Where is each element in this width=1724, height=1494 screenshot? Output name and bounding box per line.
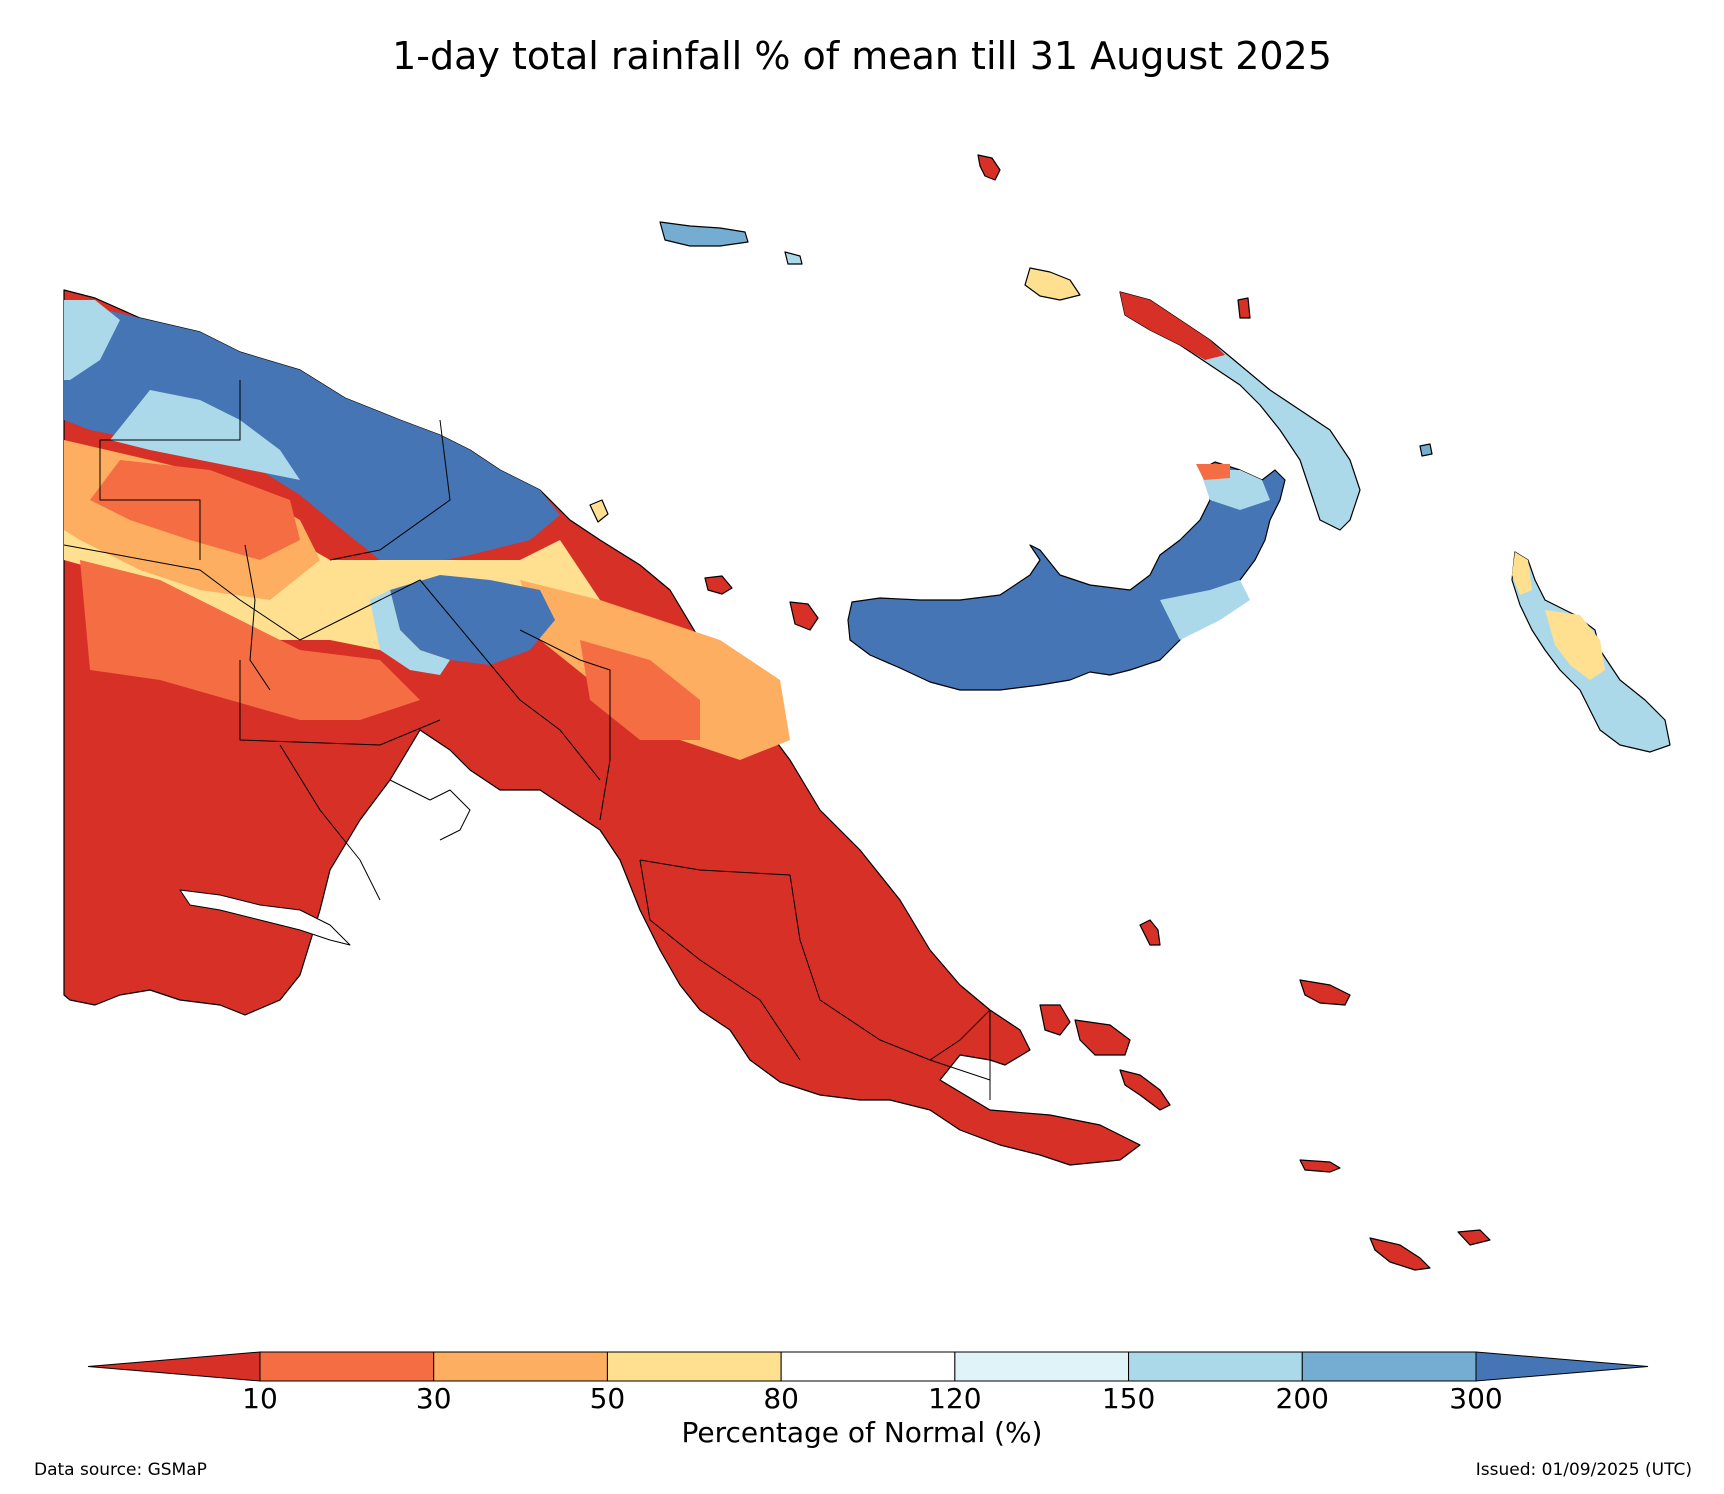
manus-east-islet bbox=[784, 251, 803, 265]
colorbar-tick-label: 10 bbox=[242, 1382, 278, 1415]
new-britain-tip-dry bbox=[1196, 464, 1230, 480]
gulf-river-delta bbox=[389, 779, 471, 841]
highlands-wet-core bbox=[390, 575, 555, 665]
colorbar-extension-low bbox=[87, 1351, 261, 1382]
province-boundaries bbox=[63, 380, 991, 1100]
colorbar-tick-label: 200 bbox=[1275, 1382, 1330, 1415]
map-title: 1-day total rainfall % of mean till 31 A… bbox=[392, 34, 1332, 78]
colorbar-bin bbox=[606, 1351, 782, 1382]
new-hanover bbox=[1024, 267, 1081, 301]
tagula-island bbox=[1369, 1237, 1431, 1271]
highlands-wet-rim bbox=[370, 590, 450, 675]
manus-island bbox=[659, 221, 749, 247]
colorbar-tick-label: 50 bbox=[589, 1382, 626, 1415]
new-britain bbox=[847, 461, 1286, 691]
colorbar-bin bbox=[780, 1351, 956, 1382]
north-coast-wet-band bbox=[64, 300, 560, 565]
central-highlands-darkorange bbox=[80, 460, 700, 740]
karkar-island bbox=[704, 575, 733, 595]
colorbar-bin bbox=[1128, 1351, 1303, 1382]
colorbar-ticks: 10 30 50 80 120 150 200 300 bbox=[0, 1382, 1724, 1422]
new-ireland-north-dry bbox=[1120, 292, 1225, 360]
data-source: Data source: GSMaP bbox=[34, 1460, 207, 1480]
rossel-island bbox=[1457, 1229, 1491, 1246]
new-britain-east-light bbox=[1160, 470, 1270, 640]
colorbar-tick-label: 150 bbox=[1101, 1382, 1156, 1415]
colorbar-bin bbox=[259, 1351, 435, 1382]
umboi-island bbox=[589, 499, 609, 523]
colorbar-tick-label: 120 bbox=[928, 1382, 982, 1415]
lihir-island bbox=[1237, 297, 1251, 319]
colorbar-bin bbox=[954, 1351, 1130, 1382]
long-island bbox=[789, 601, 819, 631]
colorbar-bin bbox=[433, 1351, 608, 1382]
colorbar-tick-label: 30 bbox=[415, 1382, 452, 1415]
normanby-island bbox=[1119, 1069, 1171, 1111]
fergusson-island bbox=[1074, 1019, 1131, 1056]
north-coast-light-band bbox=[64, 300, 300, 480]
goodenough-island bbox=[1039, 1004, 1071, 1036]
colorbar bbox=[87, 1351, 1649, 1382]
colorbar-tick-label: 80 bbox=[763, 1382, 799, 1415]
colorbar-bin bbox=[1301, 1351, 1477, 1382]
bougainville-yellow bbox=[1512, 552, 1605, 680]
woodlark-island bbox=[1299, 979, 1351, 1006]
trobriand-islands bbox=[1139, 919, 1161, 946]
tabar-island bbox=[1419, 443, 1433, 457]
colorbar-tick-label: 300 bbox=[1449, 1382, 1503, 1415]
misima-island bbox=[1299, 1159, 1341, 1173]
fly-river-delta bbox=[179, 889, 351, 946]
colorbar-extension-high bbox=[1475, 1351, 1649, 1382]
issued-date: Issued: 01/09/2025 (UTC) bbox=[1475, 1460, 1692, 1480]
mussau-island bbox=[977, 154, 1001, 181]
colorbar-label: Percentage of Normal (%) bbox=[681, 1416, 1043, 1449]
